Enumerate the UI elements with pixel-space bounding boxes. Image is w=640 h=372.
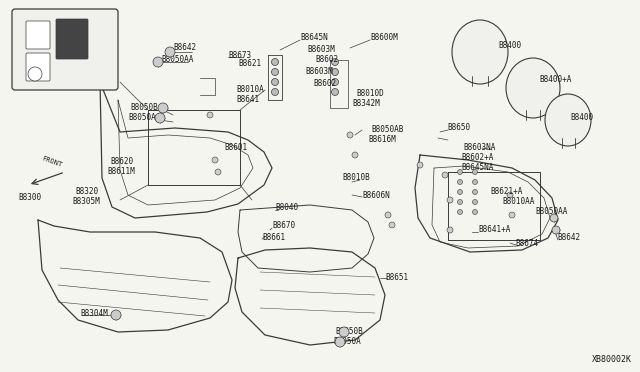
Circle shape [472, 209, 477, 215]
Text: B8601: B8601 [224, 144, 247, 153]
Ellipse shape [506, 58, 560, 118]
Text: B8603NA: B8603NA [463, 144, 495, 153]
Circle shape [507, 192, 513, 198]
Text: B8050A: B8050A [128, 113, 156, 122]
Text: B8050B: B8050B [335, 327, 363, 337]
Text: B8602+A: B8602+A [461, 154, 493, 163]
Circle shape [271, 78, 278, 86]
Text: B8602: B8602 [315, 55, 338, 64]
Circle shape [332, 78, 339, 86]
Circle shape [165, 47, 175, 57]
FancyBboxPatch shape [26, 53, 50, 81]
Circle shape [385, 212, 391, 218]
Circle shape [153, 57, 163, 67]
FancyBboxPatch shape [12, 9, 118, 90]
Text: B8400+A: B8400+A [539, 76, 572, 84]
Text: FRONT: FRONT [41, 155, 63, 168]
Circle shape [417, 162, 423, 168]
Text: B8050AB: B8050AB [371, 125, 403, 135]
Text: B8621: B8621 [238, 58, 261, 67]
Circle shape [458, 189, 463, 195]
Text: B8400: B8400 [570, 113, 593, 122]
Circle shape [271, 68, 278, 76]
Circle shape [472, 199, 477, 205]
Circle shape [155, 113, 165, 123]
Text: B8670: B8670 [272, 221, 295, 231]
Circle shape [332, 89, 339, 96]
Text: B8641: B8641 [236, 94, 259, 103]
Text: B8645NA: B8645NA [461, 164, 493, 173]
Circle shape [458, 209, 463, 215]
Text: B8621+A: B8621+A [490, 187, 522, 196]
Text: B8010B: B8010B [342, 173, 370, 183]
Text: B8050A: B8050A [333, 337, 361, 346]
Circle shape [447, 227, 453, 233]
Ellipse shape [452, 20, 508, 84]
Text: B8602: B8602 [313, 78, 336, 87]
Circle shape [458, 199, 463, 205]
FancyBboxPatch shape [26, 21, 50, 49]
Circle shape [509, 212, 515, 218]
Circle shape [335, 337, 345, 347]
Text: B8342M: B8342M [352, 99, 380, 108]
Text: B8400: B8400 [498, 41, 521, 49]
Text: B8010A: B8010A [236, 84, 264, 93]
Text: B8620: B8620 [110, 157, 133, 167]
Text: B8050AA: B8050AA [161, 55, 193, 64]
Circle shape [28, 67, 42, 81]
Text: B8651: B8651 [385, 273, 408, 282]
Text: B8641+A: B8641+A [478, 225, 510, 234]
Circle shape [552, 226, 560, 234]
Circle shape [212, 157, 218, 163]
Circle shape [352, 152, 358, 158]
Circle shape [158, 103, 168, 113]
Text: B8300: B8300 [18, 192, 41, 202]
Text: B8600M: B8600M [370, 33, 397, 42]
Circle shape [271, 89, 278, 96]
Text: B8050AA: B8050AA [535, 208, 568, 217]
Text: B8642: B8642 [173, 44, 196, 52]
Circle shape [207, 112, 213, 118]
Text: B8040: B8040 [275, 202, 298, 212]
Circle shape [271, 58, 278, 65]
Circle shape [458, 170, 463, 174]
Text: B8603M: B8603M [305, 67, 333, 77]
Text: B8010D: B8010D [356, 89, 384, 97]
Circle shape [458, 180, 463, 185]
Circle shape [472, 180, 477, 185]
FancyBboxPatch shape [56, 19, 88, 59]
Text: B8050B: B8050B [130, 103, 157, 112]
Circle shape [215, 169, 221, 175]
Text: B8645N: B8645N [300, 33, 328, 42]
Text: B8616M: B8616M [368, 135, 396, 144]
Text: B8305M: B8305M [72, 198, 100, 206]
Circle shape [447, 197, 453, 203]
Circle shape [442, 172, 448, 178]
Circle shape [339, 327, 349, 337]
Circle shape [111, 310, 121, 320]
Text: B8642: B8642 [557, 234, 580, 243]
Text: B8603M: B8603M [307, 45, 335, 55]
Circle shape [332, 58, 339, 65]
Text: B8010AA: B8010AA [502, 198, 534, 206]
Circle shape [550, 214, 558, 222]
Circle shape [472, 189, 477, 195]
Circle shape [332, 68, 339, 76]
Text: B8611M: B8611M [107, 167, 135, 176]
Circle shape [472, 170, 477, 174]
Text: B8320: B8320 [75, 187, 98, 196]
Text: B8650: B8650 [447, 122, 470, 131]
Text: B8674: B8674 [515, 238, 538, 247]
Circle shape [389, 222, 395, 228]
Text: B8304M: B8304M [80, 308, 108, 317]
Circle shape [347, 132, 353, 138]
Text: B8606N: B8606N [362, 190, 390, 199]
Ellipse shape [545, 94, 591, 146]
Text: B8673: B8673 [228, 51, 251, 60]
Text: B8661: B8661 [262, 232, 285, 241]
Text: XB80002K: XB80002K [592, 356, 632, 365]
